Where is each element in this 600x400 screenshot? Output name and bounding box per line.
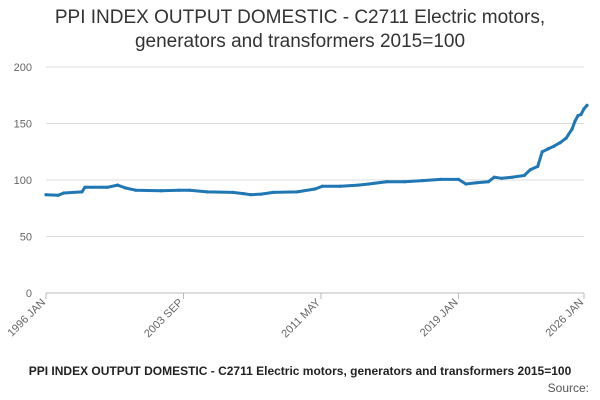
data-point [564, 136, 568, 140]
data-point [464, 182, 468, 186]
data-point [83, 185, 87, 189]
y-tick-label: 0 [26, 288, 32, 300]
grid-lines [46, 66, 584, 237]
data-point [573, 119, 577, 123]
data-point [338, 184, 342, 188]
source-label: Source: [547, 381, 589, 395]
data-point [558, 141, 562, 145]
data-point [56, 193, 60, 197]
chart-legend: PPI INDEX OUTPUT DOMESTIC - C2711 Electr… [0, 364, 600, 378]
data-point [367, 182, 371, 186]
data-point [522, 173, 526, 178]
data-point [552, 144, 556, 148]
chart-title-line-2: generators and transformers 2015=100 [134, 31, 466, 52]
y-tick-label: 150 [14, 119, 32, 131]
y-tick-label: 50 [20, 232, 32, 244]
data-point [177, 188, 181, 192]
data-point [486, 180, 490, 184]
data-point [356, 183, 360, 187]
x-tick-label: 2003 SEP [142, 297, 186, 341]
x-tick-label: 2019 JAN [418, 297, 461, 340]
data-point [576, 114, 580, 118]
data-point [546, 147, 550, 151]
data-point [492, 175, 496, 179]
data-point [134, 188, 138, 192]
legend-label: PPI INDEX OUTPUT DOMESTIC - C2711 Electr… [28, 364, 572, 378]
data-point [540, 150, 544, 154]
data-point [187, 188, 192, 192]
data-point [259, 192, 263, 196]
chart-title-line-1: PPI INDEX OUTPUT DOMESTIC - C2711 Electr… [54, 7, 546, 28]
x-axis: 1996 JAN 2003 SEP 2011 MAY 2019 JAN 2026 JAN [5, 292, 586, 341]
data-point [500, 176, 504, 180]
chart-title: PPI INDEX OUTPUT DOMESTIC - C2711 Electr… [0, 6, 600, 54]
x-tick-label: 2026 JAN [543, 297, 586, 340]
data-point [231, 190, 235, 194]
y-tick-label: 200 [14, 62, 32, 74]
data-point [116, 183, 120, 187]
data-point [123, 186, 127, 190]
data-point [528, 168, 532, 172]
y-tick-label: 100 [14, 175, 32, 187]
y-axis: 0 50 100 150 200 [14, 62, 32, 300]
x-tick-label: 1996 JAN [5, 297, 48, 340]
data-point [570, 127, 574, 131]
data-point [205, 190, 209, 194]
data-point [241, 192, 245, 196]
data-point [271, 190, 275, 194]
data-point [510, 175, 514, 179]
data-point [313, 187, 317, 191]
data-point [403, 180, 407, 184]
data-point [44, 193, 48, 197]
series-line [44, 103, 589, 197]
data-point [585, 103, 589, 107]
x-tick-label: 2011 MAY [279, 296, 323, 340]
data-point [582, 107, 586, 111]
data-point [438, 177, 443, 181]
data-point [295, 190, 299, 194]
data-point [474, 181, 478, 185]
data-point [536, 164, 540, 168]
data-point [105, 185, 109, 189]
data-point [579, 112, 583, 117]
data-point [159, 189, 163, 193]
data-point [320, 184, 325, 188]
data-point [249, 193, 253, 197]
data-point [421, 179, 425, 183]
data-point [456, 177, 461, 181]
data-point [385, 180, 389, 184]
data-point [62, 191, 66, 195]
series-group [44, 103, 589, 197]
data-point [80, 190, 84, 194]
